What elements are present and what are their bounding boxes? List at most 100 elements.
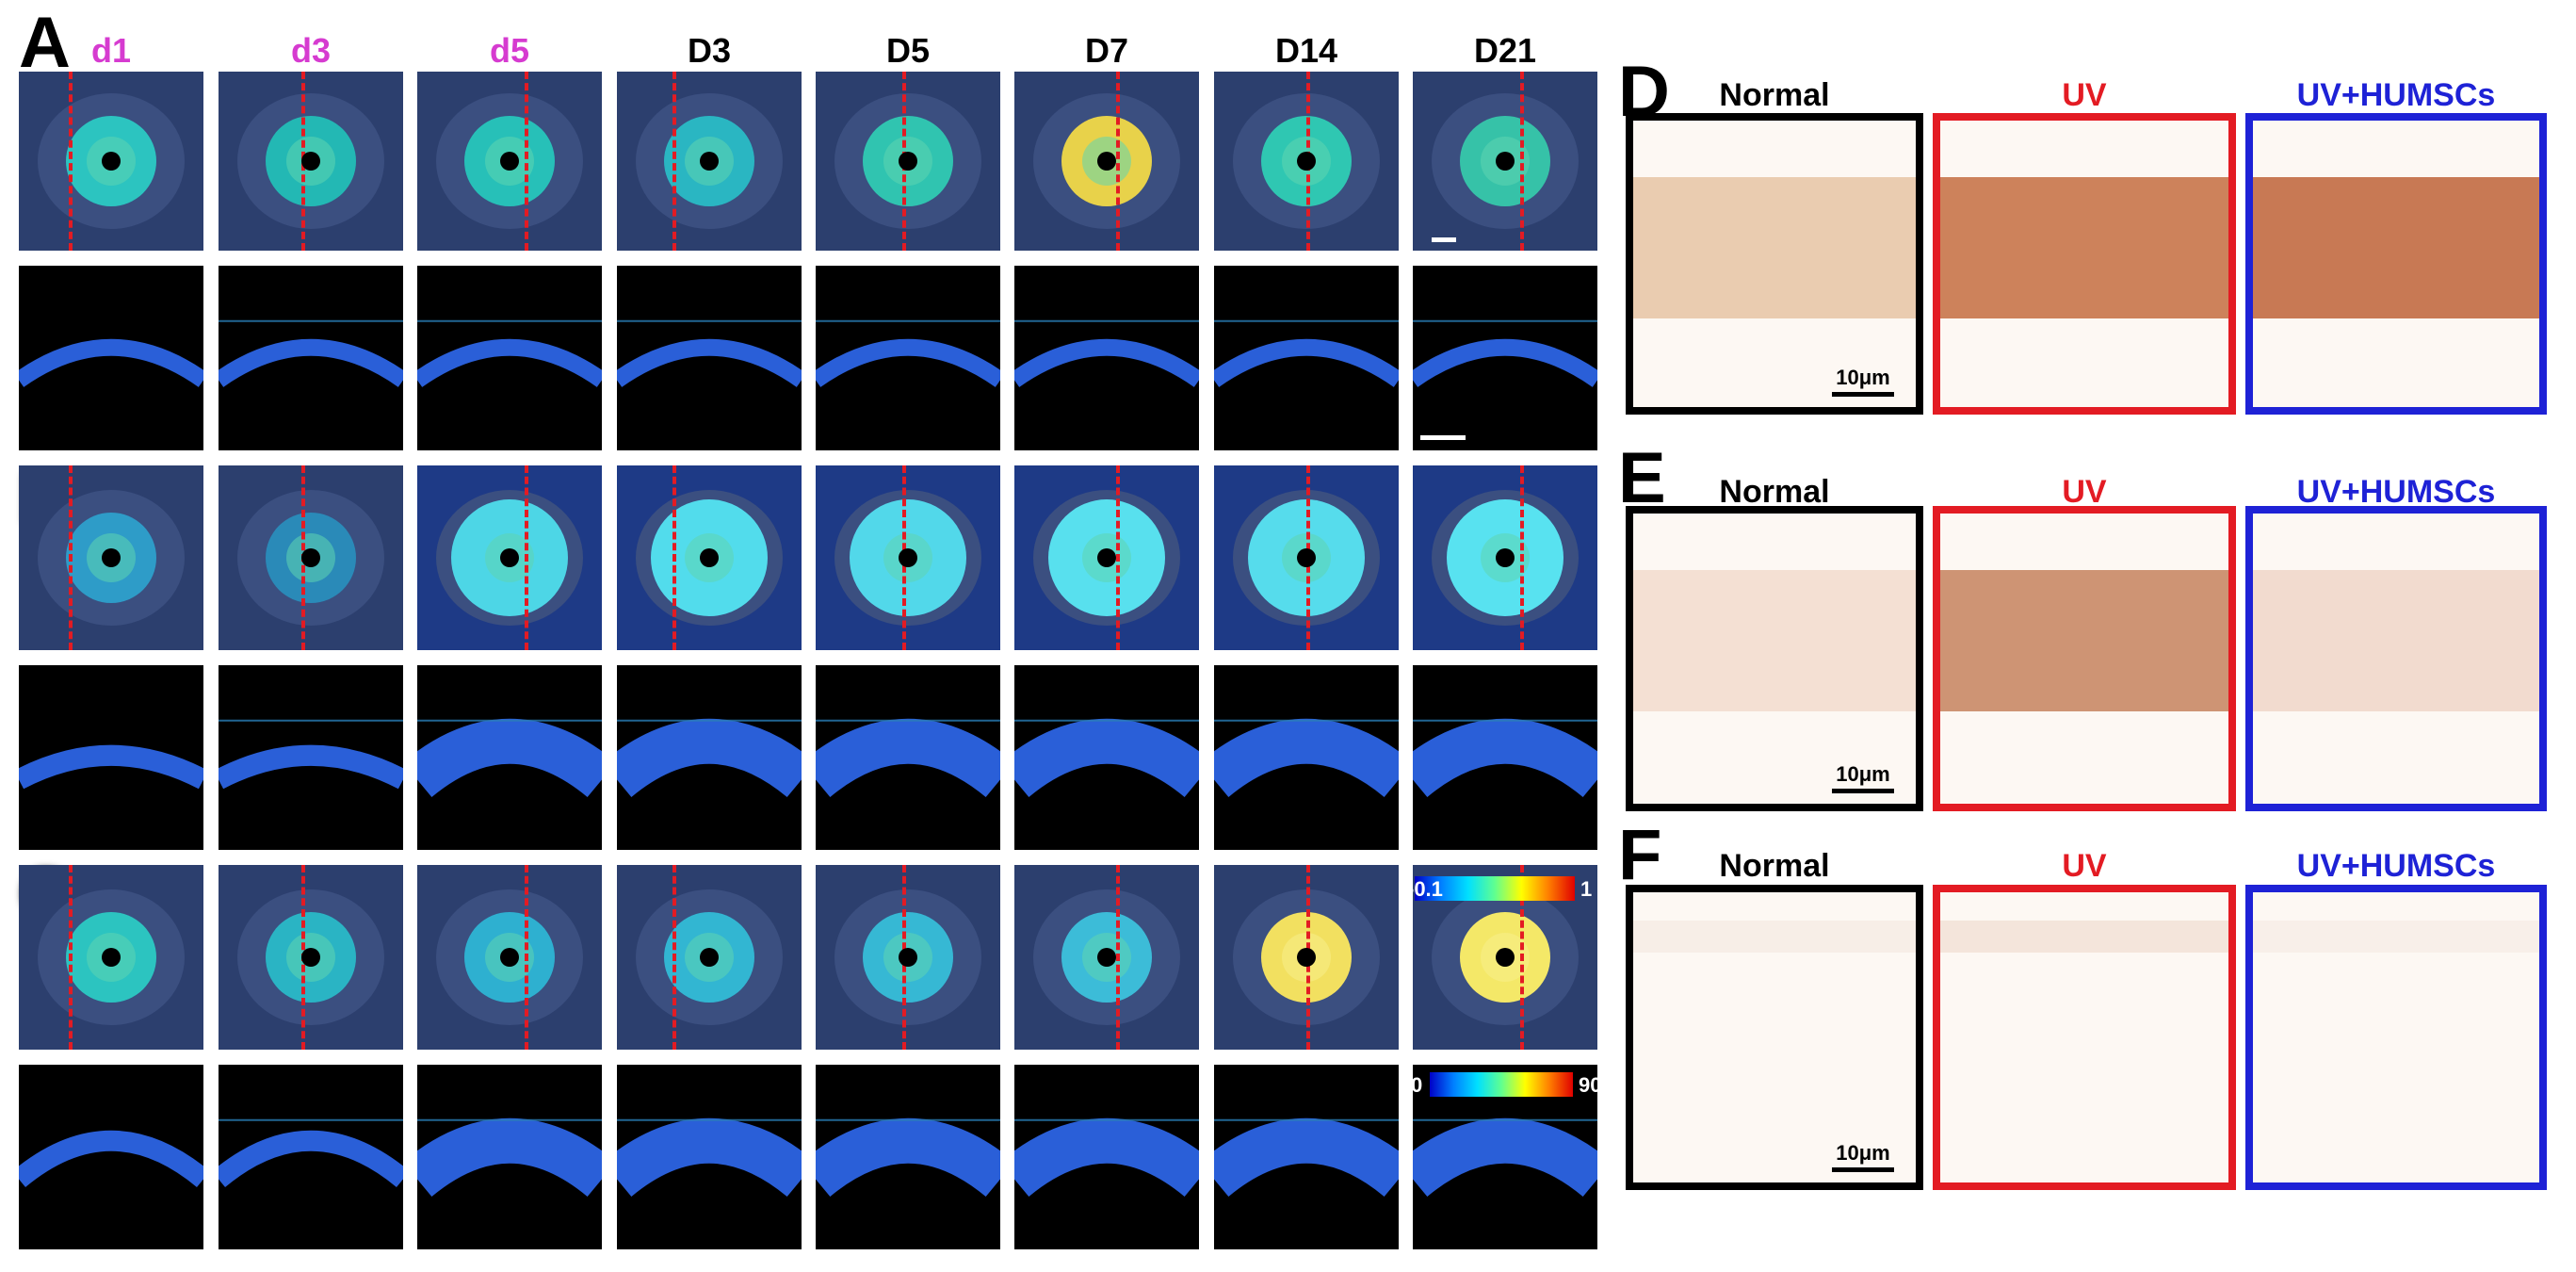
oct-section-c-d14 (1214, 1065, 1399, 1249)
histology-image-d-uv (1933, 113, 2236, 415)
eye-image-a-d14 (1214, 72, 1399, 251)
oct-section-b-d3 (617, 665, 802, 850)
pupil-marker (1097, 152, 1116, 171)
pupil-marker (700, 948, 719, 967)
eye-image-c-d7 (1014, 865, 1199, 1050)
pupil-marker (301, 948, 320, 967)
column-label-d21: D21 (1473, 31, 1537, 70)
eye-image-a-d3 (617, 72, 802, 251)
histology-image-e-uv (1933, 506, 2236, 811)
scale-bar-line (1832, 789, 1894, 793)
pupil-marker (301, 152, 320, 171)
oct-section-a-d1 (19, 266, 203, 450)
eye-image-a-d21 (1413, 72, 1597, 251)
pupil-marker (301, 548, 320, 567)
oct-section-b-d3 (219, 665, 403, 850)
oct-section-b-d7 (1014, 665, 1199, 850)
scan-line-marker (672, 865, 676, 1050)
pupil-marker (1496, 152, 1515, 171)
scan-line-marker (672, 72, 676, 251)
oct-section-b-d5 (417, 665, 602, 850)
eye-image-c-d5 (417, 865, 602, 1050)
oct-section-c-d3 (219, 1065, 403, 1249)
histology-label-d-normal: Normal (1719, 77, 1830, 113)
eye-image-c-d5 (816, 865, 1000, 1050)
scale-bar-label: 10μm (1836, 366, 1890, 389)
pupil-marker (1496, 948, 1515, 967)
eye-image-a-d1 (19, 72, 203, 251)
pupil-marker (899, 948, 917, 967)
eye-image-b-d21 (1413, 465, 1597, 650)
pupil-marker (1297, 548, 1316, 567)
histology-label-e-uv-humscs: UV+HUMSCs (2296, 474, 2496, 510)
stained-tissue-layer (1633, 921, 1916, 953)
scan-line-marker (1116, 72, 1120, 251)
histology-scale-bar-d: 10μm (1825, 366, 1901, 397)
eye-image-a-d5 (816, 72, 1000, 251)
scale-bar-eye (1432, 237, 1456, 242)
eye-image-c-d3 (617, 865, 802, 1050)
scan-line-marker (1116, 465, 1120, 650)
histology-image-e-uv-humscs (2245, 506, 2547, 811)
pupil-marker (102, 548, 121, 567)
oct-section-c-d5 (816, 1065, 1000, 1249)
eye-image-b-d7 (1014, 465, 1199, 650)
oct-section-a-d5 (816, 266, 1000, 450)
scan-line-marker (1520, 72, 1524, 251)
eye-image-a-d5 (417, 72, 602, 251)
histology-label-f-uv: UV (2062, 848, 2107, 884)
pupil-marker (700, 548, 719, 567)
scale-bar-label: 10μm (1836, 762, 1890, 786)
eye-image-c-d14 (1214, 865, 1399, 1050)
oct-section-b-d21 (1413, 665, 1597, 850)
histology-label-f-uv-humscs: UV+HUMSCs (2296, 848, 2496, 884)
pupil-marker (700, 152, 719, 171)
histology-label-e-normal: Normal (1719, 474, 1830, 510)
scan-line-marker (525, 865, 528, 1050)
oct-section-b-d5 (816, 665, 1000, 850)
stained-tissue-layer (1633, 570, 1916, 711)
pupil-marker (1297, 948, 1316, 967)
oct-section-b-d14 (1214, 665, 1399, 850)
scan-line-marker (525, 465, 528, 650)
eye-image-b-d5 (417, 465, 602, 650)
oct-section-c-d3 (617, 1065, 802, 1249)
scan-line-marker (69, 865, 73, 1050)
eye-image-b-d14 (1214, 465, 1399, 650)
pupil-marker (899, 152, 917, 171)
column-label-d14: D14 (1274, 31, 1338, 70)
oct-section-a-d5 (417, 266, 602, 450)
eye-image-a-d7 (1014, 72, 1199, 251)
scan-line-marker (69, 72, 73, 251)
scan-line-marker (525, 72, 528, 251)
stained-tissue-layer (1940, 177, 2228, 318)
histology-label-e-uv: UV (2062, 474, 2107, 510)
oct-section-a-d3 (219, 266, 403, 450)
eye-image-b-d3 (219, 465, 403, 650)
histology-label-f-normal: Normal (1719, 848, 1830, 884)
stained-tissue-layer (2253, 570, 2539, 711)
oct-section-c-d7 (1014, 1065, 1199, 1249)
column-label-d7: D7 (1084, 31, 1129, 70)
scale-bar-line (1832, 1167, 1894, 1172)
pupil-marker (1097, 548, 1116, 567)
oct-section-b-d1 (19, 665, 203, 850)
colorbar-bottom-max: 90 (1579, 1073, 1602, 1097)
eye-image-b-d3 (617, 465, 802, 650)
histology-image-d-normal (1626, 113, 1923, 415)
pupil-marker (1097, 948, 1116, 967)
pupil-marker (500, 948, 519, 967)
oct-section-a-d21 (1413, 266, 1597, 450)
column-label-d5: d5 (489, 31, 529, 70)
scan-line-marker (1520, 865, 1524, 1050)
eye-image-b-d5 (816, 465, 1000, 650)
histology-scale-bar-f: 10μm (1825, 1141, 1901, 1172)
colorbar-bottom (1430, 1072, 1573, 1097)
scan-line-marker (1116, 865, 1120, 1050)
column-label-d3: D3 (687, 31, 732, 70)
pupil-marker (102, 152, 121, 171)
eye-image-c-d3 (219, 865, 403, 1050)
stained-tissue-layer (1940, 921, 2228, 953)
histology-scale-bar-e: 10μm (1825, 762, 1901, 793)
colorbar-top (1415, 876, 1575, 901)
